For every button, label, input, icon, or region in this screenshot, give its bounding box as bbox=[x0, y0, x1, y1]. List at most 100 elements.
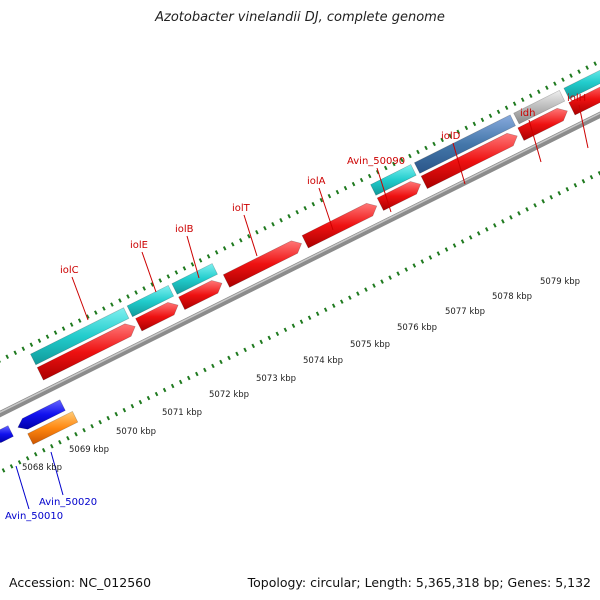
leader-line bbox=[376, 167, 392, 213]
top-track-tick bbox=[222, 246, 227, 251]
top-track-tick bbox=[5, 354, 10, 360]
cds-iolH[interactable] bbox=[568, 83, 600, 116]
top-track-tick bbox=[206, 254, 211, 259]
bottom-track-tick bbox=[533, 203, 537, 208]
gene-label-iola: iolA bbox=[307, 176, 326, 187]
leader-line bbox=[318, 187, 334, 231]
gene-iolB[interactable] bbox=[171, 263, 218, 295]
gene-iolD[interactable] bbox=[413, 114, 516, 174]
top-track-tick bbox=[392, 161, 396, 167]
bottom-track-tick bbox=[452, 243, 457, 248]
top-track-tick bbox=[239, 238, 243, 243]
cds-Avin-50010[interactable] bbox=[17, 399, 66, 430]
cds-iolA[interactable] bbox=[301, 202, 378, 249]
top-track-tick bbox=[512, 101, 517, 107]
bottom-track-tick bbox=[476, 231, 481, 236]
leader-line bbox=[141, 251, 157, 293]
top-track-tick bbox=[166, 274, 171, 279]
tick-track-bottom bbox=[1, 170, 600, 473]
top-track-tick bbox=[464, 125, 469, 131]
backbone-highlight bbox=[0, 112, 600, 414]
top-track-tick bbox=[247, 234, 251, 239]
feature-track bbox=[0, 66, 600, 445]
top-track-tick bbox=[569, 73, 573, 78]
top-track-tick bbox=[37, 338, 42, 343]
gene-label-iold: iolD bbox=[441, 131, 461, 142]
top-track-tick bbox=[528, 93, 533, 98]
top-track-tick bbox=[13, 350, 18, 355]
top-track-tick bbox=[440, 137, 444, 143]
gene-idh[interactable] bbox=[513, 89, 566, 125]
top-track-tick bbox=[496, 109, 501, 115]
bottom-track-tick bbox=[41, 448, 46, 453]
bottom-track-tick bbox=[130, 403, 135, 409]
top-track-tick bbox=[279, 217, 283, 223]
top-track-tick bbox=[77, 318, 82, 323]
bottom-track-tick bbox=[146, 395, 151, 401]
top-track-tick bbox=[416, 149, 420, 155]
cds-iolT[interactable] bbox=[222, 240, 303, 288]
map-title: Azotobacter vinelandii DJ, complete geno… bbox=[155, 10, 445, 25]
top-track-tick bbox=[295, 209, 299, 215]
top-track-tick bbox=[150, 282, 154, 287]
top-track-tick bbox=[432, 141, 436, 147]
bottom-track-tick bbox=[388, 275, 392, 280]
bottom-track-tick bbox=[525, 207, 529, 212]
bottom-track-tick bbox=[573, 182, 578, 188]
bottom-track-tick bbox=[74, 431, 78, 437]
top-track-tick bbox=[190, 262, 195, 267]
scale-label: 5069 kbp bbox=[69, 445, 109, 455]
bottom-track-tick bbox=[98, 419, 102, 425]
cds-idh[interactable] bbox=[517, 107, 568, 141]
gene-label-iolt: iolT bbox=[232, 203, 251, 214]
scale-label: 5068 kbp bbox=[22, 463, 62, 473]
bottom-track-tick bbox=[195, 371, 199, 377]
gene-iolH[interactable] bbox=[563, 66, 600, 100]
top-track-tick bbox=[142, 286, 146, 291]
top-track-tick bbox=[327, 193, 332, 199]
cds-iolB[interactable] bbox=[178, 280, 223, 311]
gene-iolC[interactable] bbox=[30, 307, 130, 366]
bottom-track-tick bbox=[251, 343, 255, 349]
top-track-tick bbox=[21, 346, 26, 351]
bottom-track-tick bbox=[372, 283, 376, 288]
leader-line bbox=[243, 214, 258, 257]
cds-iolC[interactable] bbox=[36, 323, 136, 381]
cds-iolD[interactable] bbox=[420, 132, 518, 190]
top-track-tick bbox=[102, 306, 106, 311]
scale-label: 5070 kbp bbox=[116, 427, 156, 437]
top-track-tick bbox=[287, 213, 291, 219]
cds-iolE[interactable] bbox=[135, 302, 179, 332]
top-track-tick bbox=[69, 322, 74, 327]
gene-iolE[interactable] bbox=[126, 284, 175, 318]
top-track-tick bbox=[174, 270, 179, 275]
leader-line bbox=[452, 142, 466, 185]
bottom-track-tick bbox=[138, 399, 143, 405]
bottom-track-tick bbox=[267, 335, 272, 341]
bottom-track-tick bbox=[227, 355, 231, 361]
top-track-tick bbox=[424, 145, 428, 151]
bottom-track-tick bbox=[170, 383, 175, 389]
top-track-tick bbox=[359, 177, 364, 183]
tick-track-top bbox=[0, 61, 597, 363]
top-track-tick bbox=[456, 129, 461, 135]
leader-line bbox=[15, 465, 30, 510]
top-track-tick bbox=[182, 266, 187, 271]
top-track-tick bbox=[263, 226, 267, 231]
gene-Avin-50020[interactable] bbox=[27, 410, 79, 445]
bottom-track-tick bbox=[162, 387, 167, 393]
scale-labels: 5068 kbp 5069 kbp 5070 kbp 5071 kbp 5072 kbp… bbox=[22, 277, 580, 473]
bottom-track-tick bbox=[235, 351, 239, 357]
cds-Avin-50010-prev[interactable] bbox=[0, 425, 14, 443]
bottom-track-tick bbox=[50, 444, 54, 449]
bottom-track-tick bbox=[412, 263, 417, 268]
scale-label: 5077 kbp bbox=[445, 307, 485, 317]
gene-label-iolh: iolH bbox=[567, 93, 586, 104]
top-track-tick bbox=[311, 201, 316, 207]
scale-label: 5078 kbp bbox=[492, 292, 532, 302]
top-track-tick bbox=[335, 189, 340, 195]
gene-Avin-50090[interactable] bbox=[370, 164, 417, 196]
top-track-tick bbox=[53, 330, 58, 335]
top-track-tick bbox=[488, 113, 493, 119]
